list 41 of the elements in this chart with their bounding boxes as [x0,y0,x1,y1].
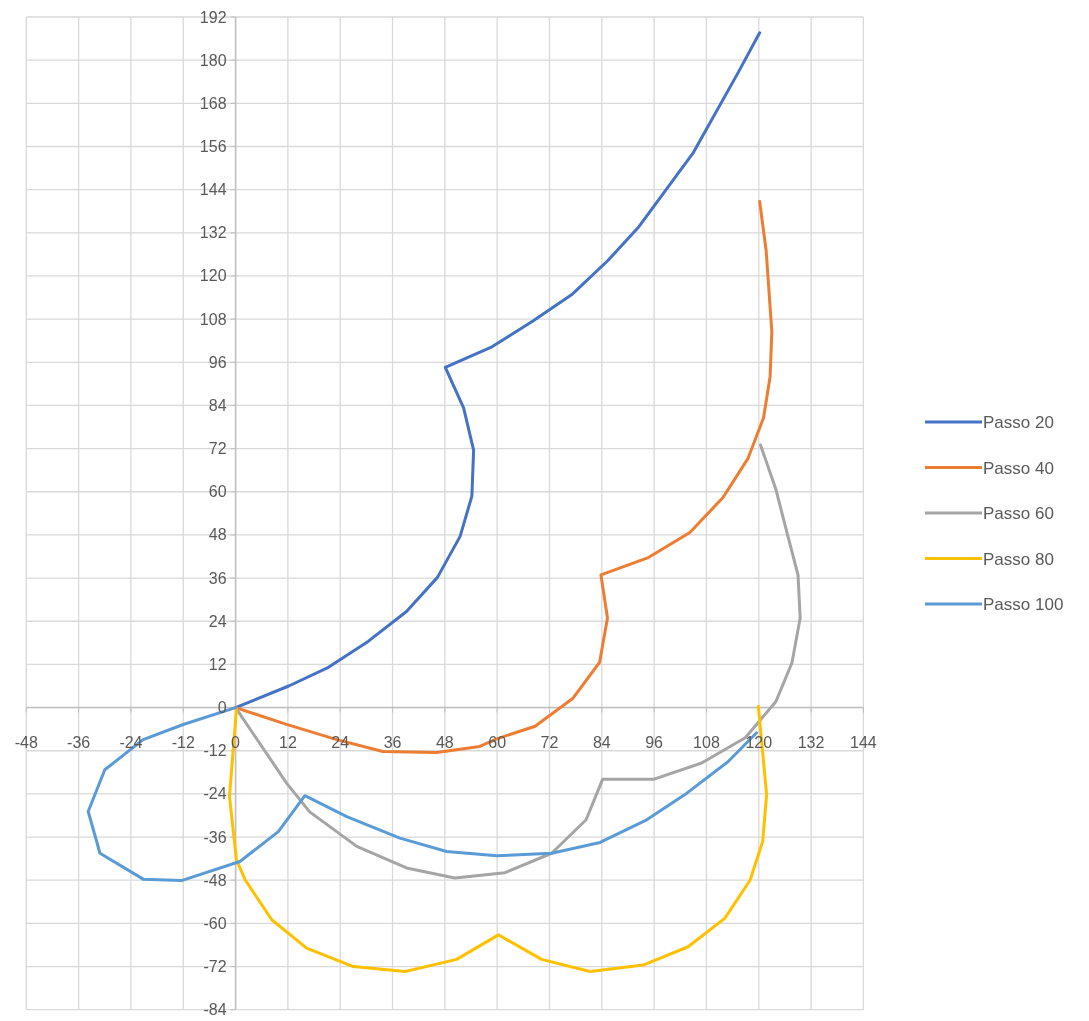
y-tick-label: 60 [208,483,227,501]
y-tick-label: 180 [199,51,227,69]
legend-label: Passo 60 [983,504,1054,523]
x-tick-label: 84 [592,733,611,751]
y-tick-label: 36 [208,569,227,587]
x-tick-label: -24 [119,733,143,751]
y-tick-label: -72 [203,958,227,976]
y-tick-label: -24 [203,785,227,803]
y-tick-label: -36 [203,828,227,846]
y-tick-label: 156 [199,137,227,155]
y-tick-label: 144 [199,181,227,199]
x-tick-label: -48 [14,733,38,751]
y-tick-label: 12 [208,655,227,673]
legend-label: Passo 100 [983,595,1064,614]
y-tick-label: 72 [208,440,227,458]
y-tick-label: 192 [199,8,227,26]
y-tick-label: -60 [203,914,227,932]
legend-label: Passo 80 [983,549,1054,569]
x-tick-label: -36 [67,733,91,751]
legend-label: Passo 20 [983,413,1054,432]
line-series [234,31,762,710]
x-tick-label: 144 [850,733,877,751]
y-tick-label: 96 [208,353,227,371]
y-tick-label: 24 [208,612,227,630]
x-tick-label: 72 [540,733,559,751]
y-tick-label: -84 [203,1001,227,1019]
x-tick-label: 96 [645,733,664,751]
y-tick-label: 132 [199,224,227,242]
x-tick-label: 132 [797,733,825,751]
y-tick-label: 84 [208,396,227,414]
x-tick-label: 12 [279,733,297,751]
x-tick-label: 36 [383,733,402,751]
x-tick-label: -12 [171,733,195,751]
y-tick-label: -48 [203,871,227,889]
y-tick-label: 168 [199,94,227,112]
y-tick-label: 48 [208,526,227,544]
x-tick-label: 48 [435,733,454,751]
y-tick-label: 108 [199,310,227,328]
legend-label: Passo 40 [983,458,1054,478]
y-tick-label: 120 [199,267,227,285]
x-tick-label: 108 [693,733,720,751]
